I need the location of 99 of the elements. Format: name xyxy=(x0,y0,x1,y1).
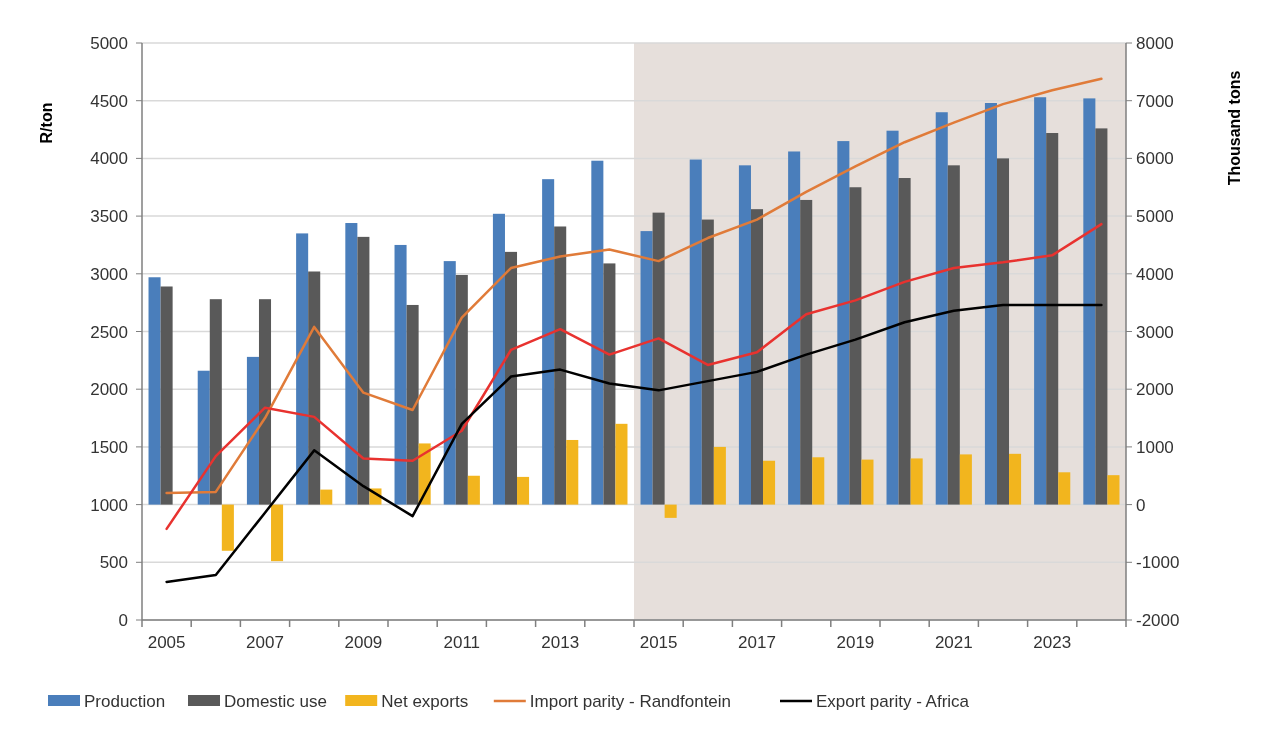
legend-label: Import parity - Randfontein xyxy=(529,692,732,711)
y-tick-label: 500 xyxy=(99,553,128,573)
y2-tick-label: 2000 xyxy=(1136,380,1174,400)
bar xyxy=(542,179,555,505)
bar xyxy=(652,212,665,505)
bar xyxy=(861,459,874,505)
y-tick-label: 4500 xyxy=(90,91,128,111)
y2-tick-label: -2000 xyxy=(1136,611,1180,630)
bar xyxy=(1095,128,1108,505)
y-tick-label: 3000 xyxy=(90,264,128,284)
x-tick-label: 2021 xyxy=(934,633,973,652)
y-tick-label: 5000 xyxy=(90,34,128,53)
x-tick-label: 2013 xyxy=(541,633,580,652)
bar xyxy=(394,244,407,505)
y-axis-title: R/ton xyxy=(38,102,55,144)
y2-tick-label: 5000 xyxy=(1136,207,1174,227)
bar xyxy=(357,236,370,505)
line-series xyxy=(165,77,1103,495)
line-series xyxy=(165,303,1103,584)
bar xyxy=(455,274,468,505)
bar xyxy=(701,219,714,505)
bar xyxy=(1083,98,1096,505)
y2-tick-label: 0 xyxy=(1136,495,1146,515)
bar xyxy=(886,130,899,505)
y2-tick-label: 7000 xyxy=(1136,91,1174,111)
y-tick-label: 1000 xyxy=(90,495,128,515)
y2-tick-label: 3000 xyxy=(1136,322,1174,342)
bar xyxy=(935,112,948,505)
x-tick-label: 2019 xyxy=(836,633,875,652)
bar xyxy=(1107,475,1120,505)
y2-axis-title: Thousand tons xyxy=(1226,70,1243,186)
y-tick-label: 0 xyxy=(118,611,128,630)
bar xyxy=(959,454,972,505)
bar xyxy=(1046,133,1059,505)
bar xyxy=(750,209,764,505)
bar xyxy=(406,304,419,505)
bar xyxy=(713,446,726,505)
bar xyxy=(320,489,333,505)
line-series xyxy=(165,222,1103,531)
x-tick-label: 2007 xyxy=(246,633,284,652)
bar xyxy=(996,158,1010,505)
bar xyxy=(504,251,518,505)
bar xyxy=(443,261,456,505)
legend-label: Domestic use xyxy=(224,692,327,711)
legend-label: Net exports xyxy=(381,692,469,711)
legend-label: Production xyxy=(84,692,166,711)
bar xyxy=(517,476,530,505)
bar xyxy=(738,165,751,505)
bar xyxy=(160,286,173,505)
bar xyxy=(984,103,997,505)
x-tick-label: 2009 xyxy=(344,633,383,652)
bar xyxy=(308,271,321,505)
bar xyxy=(591,160,604,505)
bar xyxy=(603,263,616,505)
y2-tick-label: 1000 xyxy=(1136,437,1174,457)
y-tick-label: 1500 xyxy=(90,437,128,457)
bar xyxy=(345,223,358,505)
bar xyxy=(296,233,309,505)
bar xyxy=(566,439,579,505)
bar xyxy=(947,165,960,505)
x-tick-label: 2017 xyxy=(738,633,776,652)
y-tick-label: 2000 xyxy=(90,380,128,400)
bar xyxy=(209,299,222,505)
y2-tick-label: 6000 xyxy=(1136,149,1174,169)
bar xyxy=(197,370,210,505)
y2-tick-label: 8000 xyxy=(1136,34,1174,53)
bar xyxy=(640,231,653,505)
y-tick-label: 2500 xyxy=(90,322,128,342)
y-tick-label: 3500 xyxy=(90,207,128,227)
x-tick-label: 2015 xyxy=(639,633,678,652)
bar xyxy=(800,199,813,505)
x-tick-label: 2005 xyxy=(147,633,186,652)
bar xyxy=(837,141,850,505)
bar xyxy=(148,277,161,505)
bar xyxy=(812,457,825,505)
bar xyxy=(271,504,284,562)
bar xyxy=(1058,472,1071,505)
y2-tick-label: -1000 xyxy=(1136,553,1180,573)
x-tick-label: 2023 xyxy=(1033,633,1072,652)
bar xyxy=(664,504,677,518)
bar xyxy=(1034,97,1047,505)
bar xyxy=(849,187,862,505)
bar xyxy=(898,178,911,505)
bar xyxy=(467,475,480,505)
bar xyxy=(788,151,801,505)
bar xyxy=(492,213,505,505)
bar xyxy=(554,226,567,505)
bar xyxy=(763,460,776,505)
bar xyxy=(689,159,702,505)
y-tick-label: 4000 xyxy=(90,149,128,169)
bar xyxy=(221,504,234,551)
x-tick-label: 2011 xyxy=(443,633,481,652)
legend-label: Export parity - Africa xyxy=(816,692,970,711)
bar xyxy=(258,299,272,505)
bar xyxy=(246,356,259,505)
bar xyxy=(1009,453,1022,505)
y2-tick-label: 4000 xyxy=(1136,264,1174,284)
bar xyxy=(910,458,923,505)
bar xyxy=(615,423,628,505)
